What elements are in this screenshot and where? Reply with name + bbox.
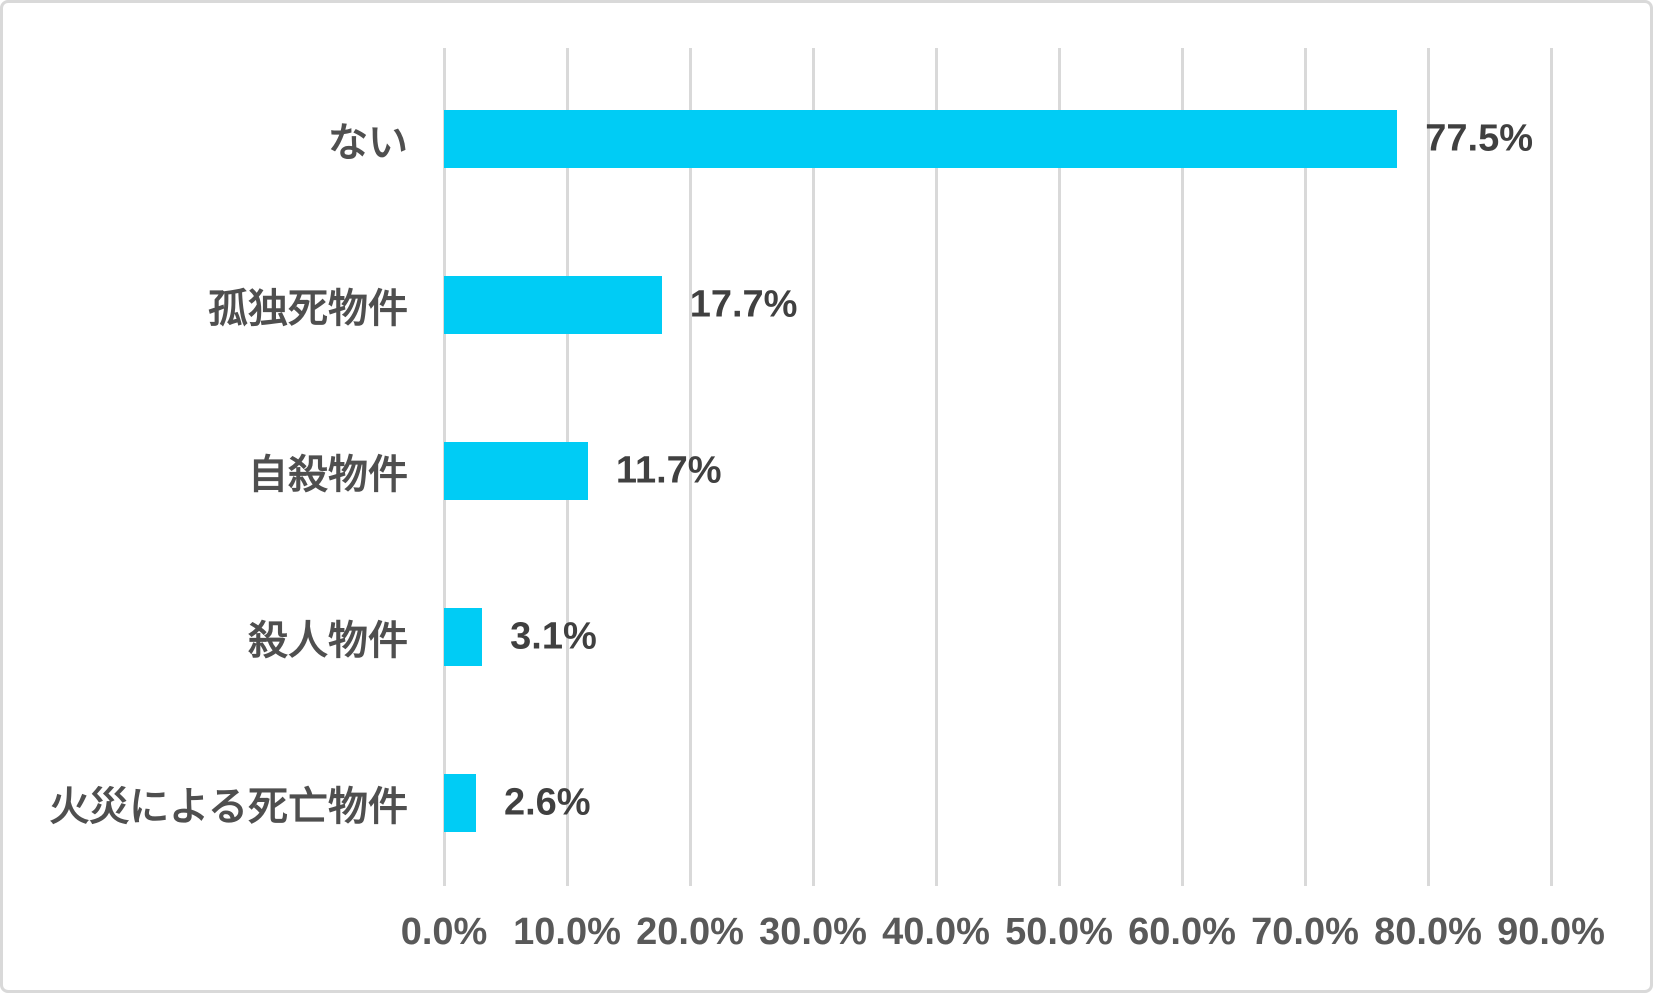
x-tick-label: 20.0%: [636, 911, 744, 953]
bar: [444, 110, 1398, 168]
gridline-30: [811, 48, 815, 886]
gridline-50: [1057, 48, 1061, 886]
gridline-20: [688, 48, 692, 886]
gridline-90: [1549, 48, 1553, 886]
value-label: 17.7%: [689, 283, 798, 326]
bar: [444, 774, 476, 832]
gridline-80: [1426, 48, 1430, 886]
bar: [444, 276, 662, 334]
value-label: 2.6%: [503, 781, 591, 824]
bar: [444, 608, 483, 666]
x-tick-label: 10.0%: [513, 911, 621, 953]
x-tick-label: 30.0%: [759, 911, 867, 953]
value-label: 11.7%: [615, 449, 722, 492]
category-label: 自殺物件: [248, 453, 408, 497]
category-label: 孤独死物件: [208, 287, 408, 331]
category-label: 火災による死亡物件: [49, 785, 408, 829]
gridline-40: [934, 48, 938, 886]
bar: [444, 442, 588, 500]
value-label: 77.5%: [1425, 117, 1533, 160]
category-label: ない: [328, 121, 408, 165]
x-tick-label: 90.0%: [1497, 911, 1605, 953]
x-tick-label: 80.0%: [1374, 911, 1482, 953]
value-label: 3.1%: [510, 615, 597, 658]
x-tick-label: 50.0%: [1005, 911, 1113, 953]
x-tick-label: 70.0%: [1251, 911, 1359, 953]
x-tick-label: 40.0%: [882, 911, 990, 953]
gridline-70: [1303, 48, 1307, 886]
gridline-60: [1180, 48, 1184, 886]
x-tick-label: 0.0%: [400, 911, 488, 953]
x-tick-label: 60.0%: [1128, 911, 1236, 953]
category-label: 殺人物件: [248, 619, 408, 663]
